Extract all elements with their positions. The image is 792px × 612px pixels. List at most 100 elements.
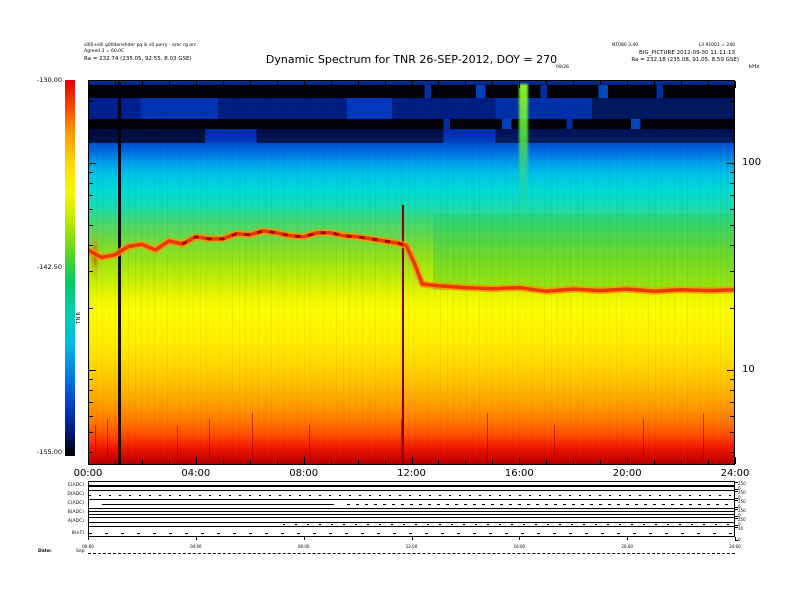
x-axis-label: 00:00 <box>73 468 103 479</box>
panel-trace <box>89 521 734 523</box>
y-tick <box>727 163 734 164</box>
y-minor-tick <box>89 379 93 380</box>
panel-row <box>89 527 734 541</box>
colorbar-label-min: -155.00 <box>36 448 62 456</box>
y-minor-tick <box>89 416 93 417</box>
x-tick <box>600 460 601 464</box>
y-tick <box>89 370 96 371</box>
x-tick <box>277 460 278 464</box>
panel-row-scale-max: 250 <box>738 499 746 504</box>
panel-separator <box>89 517 734 518</box>
x-axis-label: 08:00 <box>289 468 319 479</box>
panel-separator <box>89 499 734 500</box>
x-tick <box>519 457 520 464</box>
colorbar-title: TNR <box>76 311 82 325</box>
x-tick <box>331 460 332 464</box>
panel-row-label: E(ADC) <box>67 483 84 488</box>
annotation-top-right-1b: L3 91001 = 240 <box>698 43 735 48</box>
low-freq-red-spike <box>209 419 211 457</box>
y-axis-label: 100 <box>742 157 762 168</box>
y-minor-tick <box>730 379 734 380</box>
x-tick <box>250 81 251 85</box>
date-axis-line <box>88 553 735 554</box>
green-burst <box>519 84 529 216</box>
x-tick <box>250 460 251 464</box>
colorbar-label-mid: -142.50 <box>36 263 62 271</box>
spectrogram-vertical-texture <box>89 81 734 464</box>
y-minor-tick <box>730 195 734 196</box>
date-value: Sep <box>76 549 85 554</box>
x-tick <box>115 460 116 464</box>
data-gap-line <box>118 82 121 464</box>
y-minor-tick <box>89 101 93 102</box>
x-tick <box>331 81 332 85</box>
spectrogram-dark-row <box>89 129 734 143</box>
x-axis-label: 04:00 <box>181 468 211 479</box>
panel-row-tick <box>735 491 738 492</box>
panel-row-scale-max: 250 <box>738 481 746 486</box>
x-tick <box>519 81 520 88</box>
panel-row-scale-min: 0 <box>738 537 741 542</box>
x-tick <box>681 81 682 85</box>
x-tick <box>654 81 655 85</box>
y-minor-tick <box>89 271 93 272</box>
panel-trace <box>89 513 734 515</box>
panel-row-tick <box>735 509 738 510</box>
panel-x-tick <box>304 537 305 540</box>
panel-x-label: 08:00 <box>297 544 310 549</box>
x-tick <box>115 81 116 85</box>
panel-trace <box>89 532 734 534</box>
panel-row <box>89 518 734 526</box>
panel-trace <box>101 503 335 505</box>
colorbar-label-max: -130.00 <box>36 76 62 84</box>
panel-trace <box>347 503 734 505</box>
x-tick <box>88 81 89 88</box>
panel-row-scale-max: 250 <box>738 508 746 513</box>
x-tick <box>735 81 736 88</box>
y-minor-tick <box>89 452 93 453</box>
spectrogram-blue-band <box>89 98 734 119</box>
y-minor-tick <box>89 209 93 210</box>
date-label: Date: <box>38 549 52 554</box>
panel-x-label: 12:00 <box>405 544 418 549</box>
plasma-line-glow <box>89 227 734 295</box>
y-minor-tick <box>730 172 734 173</box>
panel-row-tick <box>735 498 738 499</box>
x-tick <box>627 81 628 88</box>
y-minor-tick <box>730 308 734 309</box>
x-tick <box>385 460 386 464</box>
low-freq-red-spike <box>486 413 488 459</box>
panel-x-label: 04:00 <box>190 544 202 549</box>
panel-row-scale-max: 10 <box>738 526 744 531</box>
x-axis-label: 20:00 <box>612 468 642 479</box>
x-tick <box>627 457 628 464</box>
x-tick <box>304 457 305 464</box>
panel-row-tick <box>735 482 738 483</box>
x-tick <box>492 460 493 464</box>
panel-trace <box>89 495 734 497</box>
x-tick <box>412 457 413 464</box>
y-minor-tick <box>730 183 734 184</box>
y-minor-tick <box>730 225 734 226</box>
low-freq-red-spike <box>94 425 96 455</box>
y-minor-tick <box>730 209 734 210</box>
x-tick <box>223 81 224 85</box>
panel-trace <box>114 536 734 538</box>
y-minor-tick <box>730 101 734 102</box>
panel-row-tick <box>735 525 738 526</box>
y-minor-tick <box>89 172 93 173</box>
x-tick <box>465 81 466 85</box>
x-tick <box>88 457 89 464</box>
x-tick <box>196 457 197 464</box>
x-tick <box>196 81 197 88</box>
panel-row-tick <box>735 516 738 517</box>
x-tick <box>358 81 359 85</box>
low-freq-red-spike <box>554 425 556 455</box>
panel-separator <box>89 526 734 527</box>
panel-row <box>89 500 734 508</box>
low-freq-red-spike <box>252 413 254 459</box>
panel-row-label: D(ADC) <box>67 492 84 497</box>
y-minor-tick <box>89 390 93 391</box>
y-minor-tick <box>89 432 93 433</box>
panel-trace <box>89 511 734 513</box>
